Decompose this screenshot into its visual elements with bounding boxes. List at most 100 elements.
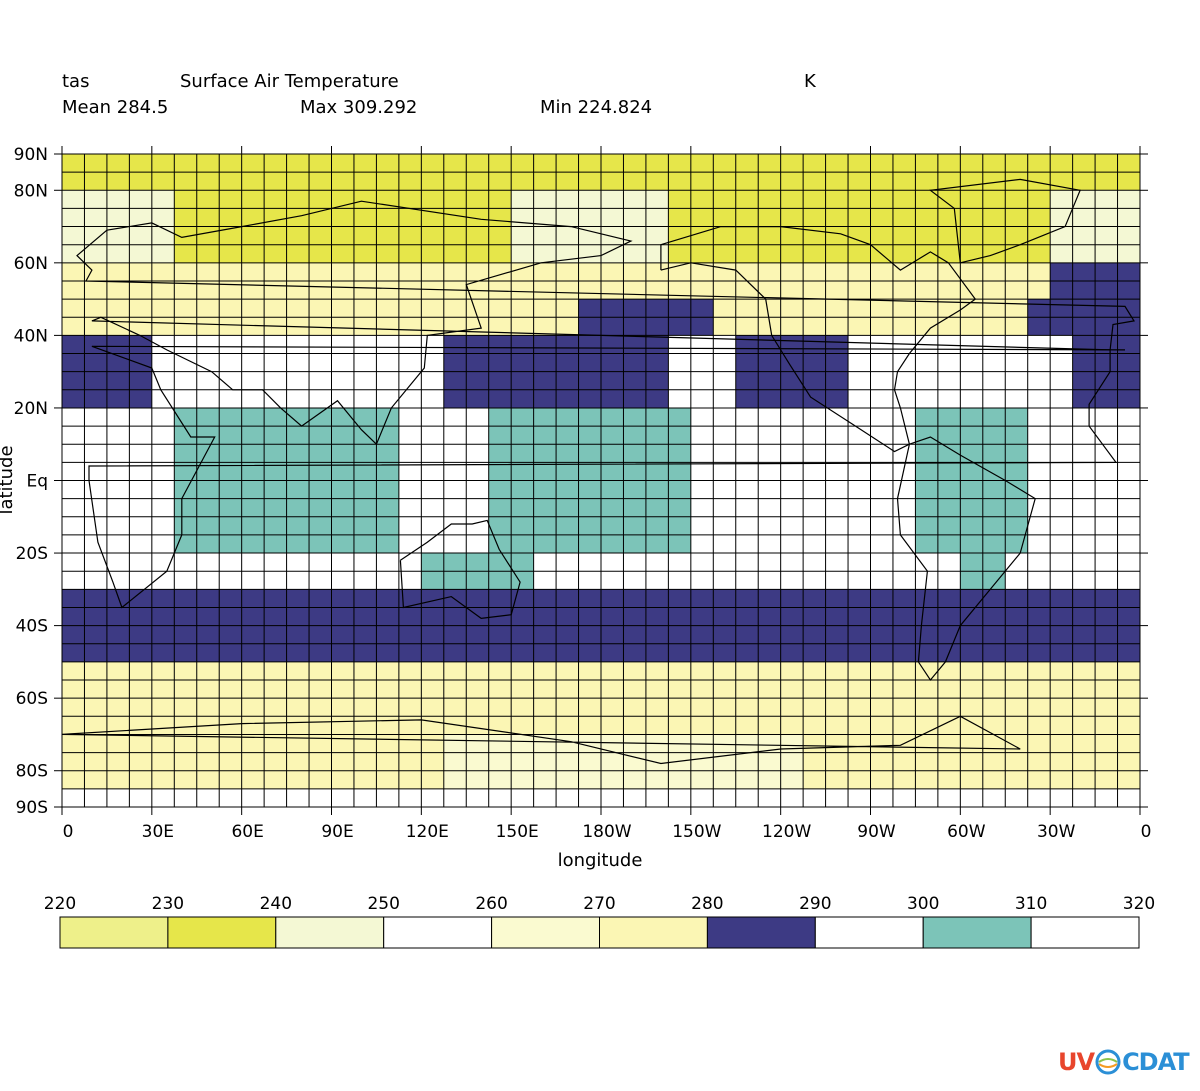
grid-cell <box>825 498 849 518</box>
grid-cell <box>219 226 243 246</box>
grid-cell <box>758 643 782 663</box>
grid-cell <box>690 317 714 336</box>
x-tick-label: 90E <box>321 822 353 842</box>
grid-cell <box>960 190 984 209</box>
grid-cell <box>353 716 377 735</box>
grid-cell <box>376 534 400 554</box>
grid-cell <box>174 589 198 608</box>
grid-cell <box>825 335 849 355</box>
grid-cell <box>870 516 894 536</box>
grid-cell <box>264 353 288 373</box>
grid-cell <box>1050 498 1074 518</box>
grid-cell <box>1027 698 1051 717</box>
grid-cell <box>286 571 310 590</box>
grid-cell <box>309 226 332 246</box>
grid-cell <box>915 680 939 699</box>
grid-cell <box>803 154 827 173</box>
grid-cell <box>1027 752 1051 772</box>
grid-cell <box>780 389 804 409</box>
grid-cell <box>1117 516 1141 536</box>
grid-cell <box>578 716 602 735</box>
grid-cell <box>937 553 961 572</box>
grid-cell <box>129 172 153 191</box>
grid-cell <box>960 607 984 627</box>
grid-cell <box>488 625 512 645</box>
grid-cell <box>870 190 894 209</box>
grid-cell <box>443 426 467 445</box>
grid-cell <box>758 534 782 554</box>
grid-cell <box>623 516 647 536</box>
grid-cell <box>601 716 624 735</box>
grid-cell <box>488 226 512 246</box>
grid-cell <box>466 752 490 772</box>
grid-cell <box>309 625 332 645</box>
x-tick-label: 120W <box>762 822 811 842</box>
grid-cell <box>1072 444 1096 463</box>
grid-cell <box>982 371 1006 391</box>
grid-cell <box>174 643 198 663</box>
grid-cell <box>960 335 984 355</box>
grid-cell <box>601 299 624 318</box>
grid-cell <box>443 462 467 481</box>
grid-cell <box>309 389 332 409</box>
grid-cell <box>623 698 647 717</box>
grid-cell <box>1117 643 1141 663</box>
grid-cell <box>982 734 1006 754</box>
grid-cell <box>1072 516 1096 536</box>
grid-cell <box>892 208 916 228</box>
grid-cell <box>780 752 804 772</box>
legend-level-label: 230 <box>152 894 184 914</box>
grid-cell <box>219 661 243 681</box>
grid-cell <box>196 335 220 355</box>
grid-cell <box>601 607 624 627</box>
grid-cell <box>601 661 624 681</box>
grid-cell <box>645 788 669 808</box>
grid-cell <box>915 752 939 772</box>
grid-cell <box>309 770 332 790</box>
grid-cell <box>466 389 490 409</box>
grid-cell <box>286 190 310 209</box>
grid-cell <box>466 734 490 754</box>
grid-cell <box>735 661 759 681</box>
grid-cell <box>645 643 669 663</box>
grid-cell <box>398 589 422 608</box>
grid-cell <box>219 770 243 790</box>
grid-cell <box>196 317 220 336</box>
grid-cell <box>960 680 984 699</box>
grid-cell <box>601 444 624 463</box>
grid-cell <box>1117 280 1141 300</box>
grid-cell <box>533 208 557 228</box>
grid-cell <box>915 317 939 336</box>
grid-cell <box>690 190 714 209</box>
grid-cell <box>556 516 580 536</box>
grid-cell <box>151 716 175 735</box>
grid-cell <box>848 734 871 754</box>
grid-cell <box>398 553 422 572</box>
grid-cell <box>309 571 332 590</box>
grid-cell <box>129 770 153 790</box>
grid-cell <box>1072 788 1096 808</box>
grid-cell <box>353 480 377 500</box>
grid-cell <box>443 389 467 409</box>
grid-cell <box>196 553 220 572</box>
grid-cell <box>870 480 894 500</box>
grid-cell <box>84 280 108 300</box>
grid-cell <box>219 788 243 808</box>
grid-cell <box>331 661 355 681</box>
grid-cell <box>1095 154 1119 173</box>
grid-cell <box>398 262 422 282</box>
grid-cell <box>825 462 849 481</box>
grid-cell <box>353 462 377 481</box>
grid-cell <box>1005 571 1029 590</box>
grid-cell <box>1050 661 1074 681</box>
grid-cell <box>960 480 984 500</box>
grid-cell <box>84 299 108 318</box>
grid-cell <box>825 661 849 681</box>
grid-cell <box>780 770 804 790</box>
grid-cell <box>1095 643 1119 663</box>
grid-cell <box>286 534 310 554</box>
grid-cell <box>960 788 984 808</box>
grid-cell <box>421 154 445 173</box>
grid-cell <box>533 389 557 409</box>
grid-cell <box>870 643 894 663</box>
